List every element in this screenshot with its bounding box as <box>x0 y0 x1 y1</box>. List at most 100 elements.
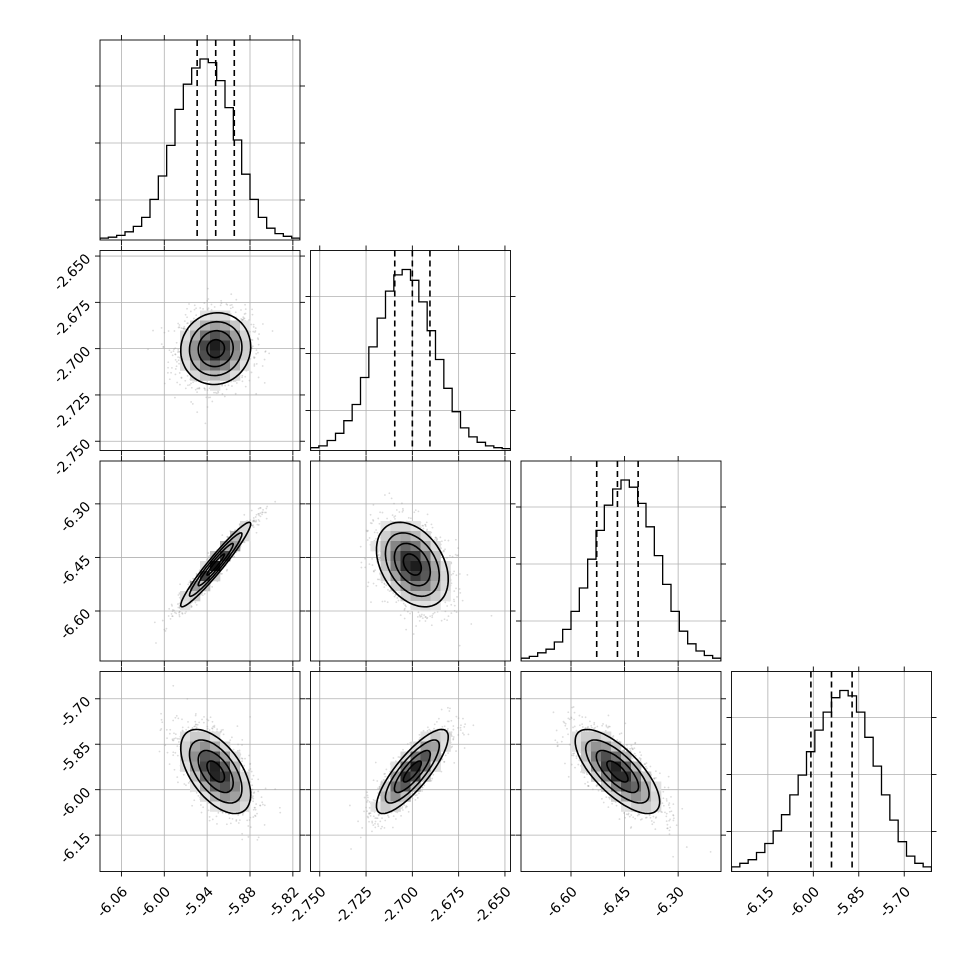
scatter-point <box>196 411 199 414</box>
scatter-point <box>381 600 384 603</box>
scatter-point <box>398 591 401 594</box>
density-cell <box>230 370 241 381</box>
scatter-point <box>419 615 422 618</box>
scatter-point <box>370 601 372 604</box>
scatter-point <box>211 585 214 588</box>
scatter-point <box>455 587 457 590</box>
scatter-point <box>160 343 163 346</box>
panel-frame <box>520 460 722 662</box>
scatter-point <box>444 601 447 604</box>
scatter-point <box>244 375 247 378</box>
scatter-point <box>403 617 406 620</box>
scatter-point <box>166 371 169 374</box>
density-cell <box>220 310 231 321</box>
scatter-point <box>258 514 260 517</box>
scatter-point <box>258 333 260 335</box>
scatter-point <box>187 322 189 324</box>
scatter-point <box>265 517 268 520</box>
scatter-point <box>402 509 405 512</box>
scatter-point <box>252 524 254 527</box>
density-cell <box>220 340 231 351</box>
scatter-point <box>430 624 433 627</box>
scatter-point <box>234 311 237 314</box>
scatter-point <box>207 298 210 300</box>
scatter-point <box>259 512 262 515</box>
scatter-point <box>274 500 277 503</box>
scatter-point <box>217 390 219 393</box>
scatter-point <box>257 512 260 515</box>
density-cell <box>240 320 251 331</box>
scatter-point <box>192 317 195 320</box>
panels <box>95 35 937 877</box>
density-cell <box>180 340 191 351</box>
scatter-point <box>202 307 204 310</box>
scatter-point <box>225 388 228 391</box>
scatter-point <box>256 337 259 340</box>
scatter-point <box>206 557 209 560</box>
density-cell <box>420 571 431 582</box>
scatter-point <box>178 610 181 613</box>
scatter-point <box>387 589 389 591</box>
panel-frame <box>99 460 301 662</box>
density-cell <box>400 541 411 552</box>
scatter-point <box>162 346 165 348</box>
scatter-point <box>378 578 381 581</box>
density-cell <box>390 571 401 582</box>
scatter-point <box>183 320 186 322</box>
scatter-point <box>393 595 396 598</box>
scatter-point <box>366 530 369 533</box>
scatter-point <box>231 306 234 309</box>
scatter-point <box>456 554 458 557</box>
scatter-point <box>252 526 255 529</box>
scatter-point <box>453 598 455 601</box>
scatter-point <box>435 539 438 542</box>
scatter-point <box>176 351 179 353</box>
scatter-point <box>244 308 247 310</box>
scatter-point <box>257 518 260 521</box>
scatter-point <box>252 330 255 333</box>
scatter-point <box>237 814 240 817</box>
scatter-point <box>369 522 372 524</box>
scatter-point <box>241 318 244 321</box>
scatter-point <box>397 599 400 602</box>
contour-2 <box>188 532 243 598</box>
scatter-point <box>221 384 223 387</box>
scatter-point <box>379 511 381 514</box>
scatter-point <box>229 307 232 310</box>
scatter-point <box>178 592 181 595</box>
scatter-point <box>241 319 244 321</box>
scatter-point <box>197 794 200 797</box>
panel-2-0 <box>95 456 305 666</box>
scatter-point <box>453 590 456 593</box>
scatter-point <box>194 723 197 726</box>
density-cell <box>230 340 241 351</box>
density-cell <box>200 350 211 361</box>
scatter-point <box>418 614 421 617</box>
scatter-point <box>240 309 242 311</box>
density-cell <box>380 531 391 542</box>
scatter-point <box>160 326 163 329</box>
scatter-point <box>208 387 211 390</box>
scatter-point <box>450 603 453 606</box>
scatter-point <box>255 352 258 355</box>
scatter-point <box>195 604 198 606</box>
scatter-point <box>164 630 167 632</box>
scatter-point <box>220 573 222 575</box>
scatter-point <box>458 644 461 647</box>
scatter-point <box>184 379 187 382</box>
density-cell <box>380 571 391 582</box>
density-cell <box>390 521 401 532</box>
scatter-point <box>190 606 193 609</box>
scatter-point <box>168 607 171 610</box>
scatter-point <box>252 323 255 326</box>
scatter-point <box>174 368 177 370</box>
density-cell <box>400 571 411 582</box>
scatter-point <box>259 507 262 509</box>
scatter-point <box>214 391 217 394</box>
scatter-point <box>250 323 253 326</box>
scatter-point <box>391 514 394 517</box>
scatter-point <box>459 591 462 594</box>
scatter-point <box>242 317 245 320</box>
density-cell <box>400 591 411 602</box>
scatter-point <box>194 388 197 391</box>
